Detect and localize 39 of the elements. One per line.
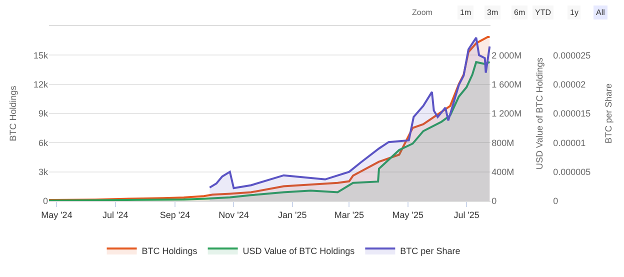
y2-tick-label: 1 200M xyxy=(492,108,522,119)
y3-tick-label: 0.000005 xyxy=(553,166,591,177)
text: All xyxy=(596,8,606,17)
x-tick-label: May '24 xyxy=(41,210,72,220)
y2-tick-label: 0 xyxy=(492,196,497,206)
y-tick-label: 9k xyxy=(38,108,48,119)
y2-tick-label: 2 000M xyxy=(492,50,522,60)
y3-tick-label: 0.00001 xyxy=(553,138,586,148)
y2-tick-label: 800M xyxy=(492,138,514,148)
y2-tick-label: 400M xyxy=(492,166,514,177)
x-tick-label: Nov '24 xyxy=(218,210,249,220)
y-tick-label: 3k xyxy=(38,166,48,177)
y3-tick-label: 0 xyxy=(553,196,558,206)
y-axis-title: BTC Holdings xyxy=(8,85,18,142)
x-tick-label: Mar '25 xyxy=(334,210,364,220)
x-tick-label: May '25 xyxy=(392,210,424,220)
text: 3m xyxy=(487,8,498,17)
legend-label: BTC per Share xyxy=(400,246,460,256)
text: Zoom xyxy=(412,8,433,17)
legend-label: USD Value of BTC Holdings xyxy=(242,246,356,256)
y2-axis-title: USD Value of BTC Holdings xyxy=(534,57,544,170)
x-tick-label: Sep '24 xyxy=(160,210,190,220)
y3-tick-label: 0.000015 xyxy=(553,108,591,119)
text: 1m xyxy=(460,8,472,17)
text: 1y xyxy=(570,8,578,17)
text: 6m xyxy=(514,8,526,17)
y-tick-label: 12k xyxy=(33,79,48,90)
x-tick-label: Jan '25 xyxy=(278,210,307,220)
y-tick-label: 0 xyxy=(42,196,48,206)
text: YTD xyxy=(535,8,552,17)
y3-tick-label: 0.00002 xyxy=(553,79,586,90)
legend-label: BTC Holdings xyxy=(142,246,198,256)
y3-axis-title: BTC per Share xyxy=(603,83,614,144)
y2-tick-label: 1 600M xyxy=(492,79,522,90)
y3-tick-label: 0.000025 xyxy=(553,50,591,60)
y-tick-label: 6k xyxy=(38,138,48,148)
y-tick-label: 15k xyxy=(33,50,48,60)
x-tick-label: Jul '25 xyxy=(454,210,480,220)
x-tick-label: Jul '24 xyxy=(102,210,128,220)
